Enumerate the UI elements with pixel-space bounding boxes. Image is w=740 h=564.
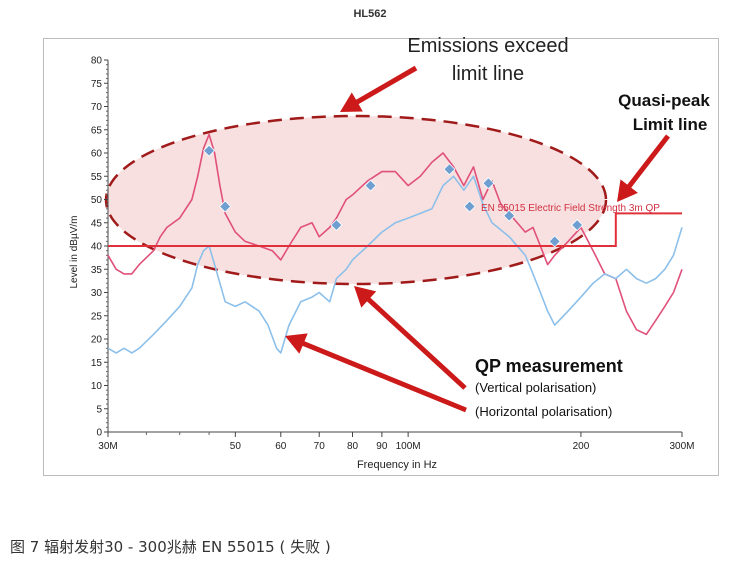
plot-frame bbox=[43, 38, 719, 476]
y-tick-label: 25 bbox=[91, 311, 103, 322]
y-tick-label: 80 bbox=[91, 56, 103, 67]
y-tick-label: 35 bbox=[91, 265, 103, 276]
annotation-layer: Emissions exceed limit line Quasi-peak L… bbox=[69, 35, 710, 471]
y-tick-label: 55 bbox=[91, 172, 103, 183]
y-tick-label: 0 bbox=[96, 428, 102, 439]
x-tick-label: 50 bbox=[230, 441, 242, 452]
y-tick-label: 50 bbox=[91, 195, 103, 206]
qp-marker bbox=[463, 200, 476, 213]
limit-line-layer bbox=[108, 212, 682, 247]
qp-marker bbox=[482, 177, 495, 190]
annotation-qp-horizontal: (Horizontal polarisation) bbox=[475, 404, 612, 419]
y-tick-label: 30 bbox=[91, 288, 103, 299]
x-tick-label: 100M bbox=[396, 441, 421, 452]
x-tick-label: 60 bbox=[275, 441, 287, 452]
arrow-to-ellipse bbox=[340, 65, 418, 112]
exceed-ellipse-layer bbox=[104, 114, 608, 286]
arrow-to-horizontal-trace bbox=[285, 333, 467, 413]
qp-marker bbox=[364, 179, 377, 192]
annotation-qp-title: QP measurement bbox=[475, 356, 623, 376]
x-tick-label: 300M bbox=[669, 441, 694, 452]
y-tick-label: 5 bbox=[96, 404, 102, 415]
qp-limit-line bbox=[108, 212, 682, 247]
limit-line-label: EN 55015 Electric Field Strength 3m QP bbox=[481, 203, 660, 214]
y-tick-label: 75 bbox=[91, 79, 103, 90]
y-tick-label: 60 bbox=[91, 149, 103, 160]
x-tick-label: 80 bbox=[347, 441, 359, 452]
x-tick-label: 30M bbox=[98, 441, 117, 452]
x-tick-label: 200 bbox=[573, 441, 590, 452]
annotation-exceed-line1: Emissions exceed bbox=[407, 35, 568, 57]
y-axis-label: Level in dBµV/m bbox=[69, 215, 80, 288]
x-tick-label: 90 bbox=[376, 441, 388, 452]
qp-marker bbox=[330, 219, 343, 232]
y-tick-label: 40 bbox=[91, 242, 103, 253]
x-tick-label: 70 bbox=[314, 441, 326, 452]
figure-title: HL562 bbox=[353, 8, 387, 20]
x-axis-label: Frequency in Hz bbox=[357, 459, 437, 471]
y-tick-label: 70 bbox=[91, 102, 103, 113]
qp-marker bbox=[219, 200, 232, 213]
qp-marker bbox=[571, 219, 584, 232]
annotation-qp-limit-line1: Quasi-peak bbox=[618, 91, 710, 110]
y-tick-label: 45 bbox=[91, 218, 103, 229]
qp-marker bbox=[548, 235, 561, 248]
y-tick-label: 65 bbox=[91, 125, 103, 136]
axes-layer: 0 5 10 15 20 25 30 35 40 45 50 55 60 65 70 75 80 30M 50 60 7… bbox=[91, 56, 695, 453]
y-tick-label: 20 bbox=[91, 335, 103, 346]
annotation-exceed-line2: limit line bbox=[452, 63, 524, 85]
vertical-polarisation-trace bbox=[107, 133, 683, 336]
y-tick-label: 10 bbox=[91, 381, 103, 392]
qp-marker bbox=[443, 163, 456, 176]
qp-marker bbox=[203, 144, 216, 157]
arrow-to-limit-line bbox=[617, 134, 670, 202]
exceed-ellipse bbox=[104, 114, 608, 286]
emissions-chart: 0 5 10 15 20 25 30 35 40 45 50 55 60 65 70 75 80 30M 50 60 7… bbox=[69, 35, 710, 471]
figure-caption: 图 7 辐射发射30 - 300兆赫 EN 55015 ( 失败 ) bbox=[10, 538, 331, 556]
qp-marker bbox=[503, 209, 516, 222]
y-tick-label: 15 bbox=[91, 358, 103, 369]
annotation-qp-vertical: (Vertical polarisation) bbox=[475, 380, 596, 395]
annotation-qp-limit-line2: Limit line bbox=[633, 115, 708, 134]
qp-marker-layer bbox=[203, 144, 584, 248]
arrow-to-vertical-trace bbox=[354, 286, 467, 390]
